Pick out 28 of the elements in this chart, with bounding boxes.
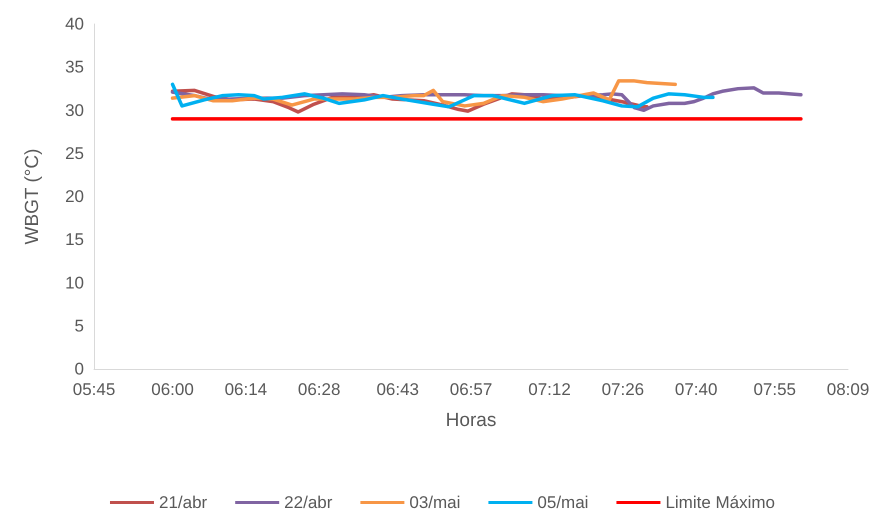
y-tick-label: 30 — [65, 100, 84, 120]
legend-label: Limite Máximo — [665, 493, 776, 512]
legend-label: 03/mai — [409, 493, 460, 512]
y-tick-label: 20 — [65, 187, 84, 206]
line-series — [170, 82, 715, 109]
x-tick-label: 07:55 — [753, 380, 796, 399]
y-tick-label: 15 — [65, 230, 84, 250]
x-tick-label: 06:00 — [151, 380, 194, 399]
y-tick-label: 5 — [74, 316, 84, 336]
x-tick-label: 06:57 — [450, 380, 492, 399]
y-tick-label: 25 — [65, 144, 84, 163]
x-tick-label: 08:09 — [826, 380, 870, 399]
legend-label: 21/abr — [158, 493, 208, 512]
legend-label: 22/abr — [284, 493, 333, 512]
x-tick-label: 05:45 — [72, 380, 116, 399]
x-tick-label: 07:40 — [674, 380, 718, 399]
x-tick-label: 07:26 — [602, 380, 644, 399]
x-tick-label: 06:43 — [376, 380, 419, 399]
y-tick-label: 35 — [65, 58, 84, 77]
y-axis-title: WBGT (°C) — [22, 148, 43, 244]
y-tick-label: 0 — [74, 360, 84, 378]
y-tick-label: 10 — [65, 273, 84, 292]
x-tick-label: 06:14 — [224, 380, 268, 399]
x-axis-title: Horas — [446, 410, 496, 431]
y-tick-label: 40 — [65, 14, 84, 34]
x-tick-label: 07:12 — [528, 380, 571, 399]
legend-label: 05/mai — [537, 493, 588, 512]
x-tick-label: 06:28 — [298, 380, 340, 399]
